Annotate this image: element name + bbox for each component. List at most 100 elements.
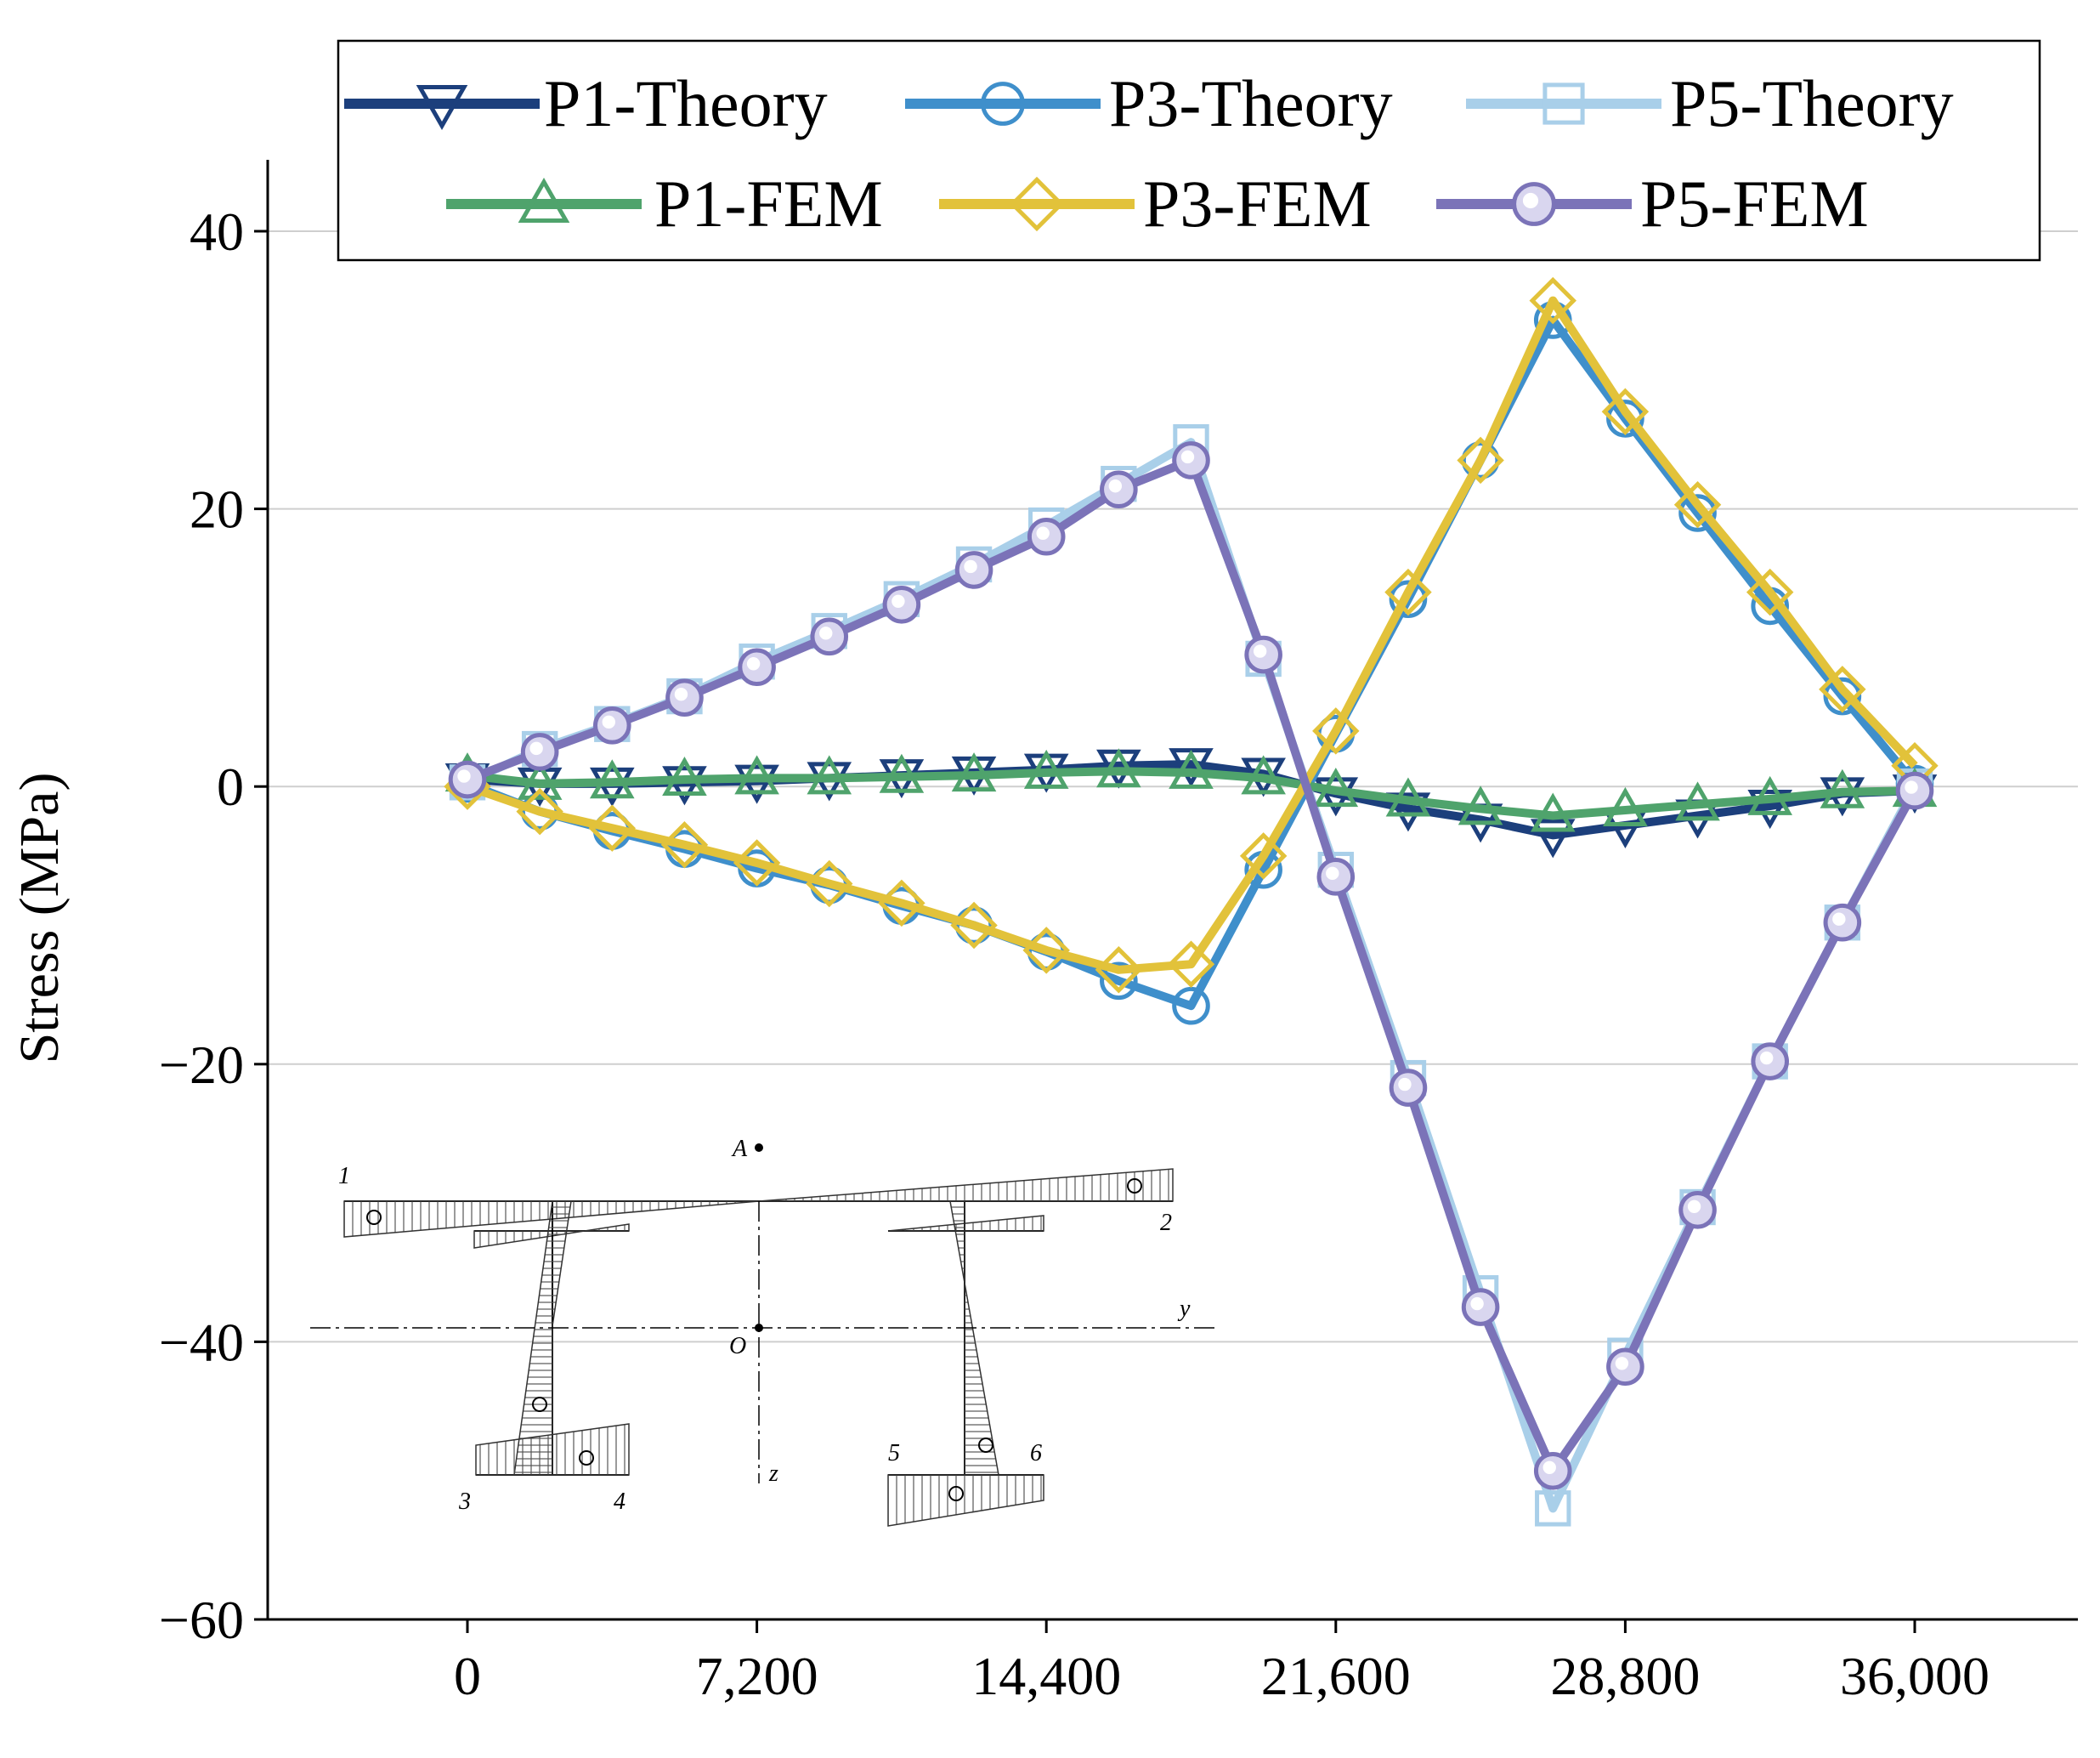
data-point [518, 177, 570, 223]
data-point [878, 879, 925, 927]
data-point [981, 82, 1025, 126]
marker-highlight [1036, 526, 1050, 540]
data-point [1384, 568, 1432, 616]
y-tick-label: −60 [159, 1590, 244, 1650]
data-point [1172, 986, 1210, 1025]
data-point [1535, 1490, 1571, 1527]
left-web-stress [513, 1200, 572, 1476]
y-tick-label: 40 [190, 201, 244, 262]
marker-highlight [1905, 780, 1918, 794]
data-point [1457, 436, 1504, 485]
data-point [1385, 792, 1431, 832]
y-tick-label: 0 [217, 757, 244, 817]
data-point [1461, 441, 1500, 479]
data-point [1458, 785, 1503, 825]
legend-item-p5-fem: P5-FEM [1436, 167, 1869, 241]
legend-label: P5-Theory [1670, 66, 1954, 140]
marker-highlight [1470, 1296, 1484, 1311]
data-point [1530, 819, 1576, 859]
legend-label: P3-FEM [1143, 167, 1372, 241]
right-top-flange-stress [887, 1215, 1044, 1232]
marker-highlight [1326, 866, 1339, 881]
data-point [1023, 749, 1069, 789]
inset-label-1: 1 [338, 1163, 350, 1189]
data-point [1096, 748, 1141, 788]
marker-highlight [964, 559, 977, 574]
data-point [1601, 388, 1650, 436]
data-point [951, 752, 997, 792]
marker-highlight [1542, 1460, 1556, 1474]
inset-label-3: 3 [458, 1489, 471, 1515]
data-point [807, 755, 852, 795]
y-tick-label: −20 [159, 1035, 244, 1095]
marker-highlight [602, 715, 615, 729]
series-line [465, 438, 1919, 1513]
data-point [1169, 749, 1214, 789]
data-point [1820, 768, 1865, 808]
right-bottom-flange-stress [887, 1474, 1044, 1527]
inset-label-4: 4 [614, 1489, 625, 1515]
marker-highlight [746, 657, 761, 671]
marker-highlight [674, 687, 688, 701]
data-point [416, 85, 468, 131]
right-web-stress [949, 1200, 999, 1476]
marker-highlight [1687, 1199, 1701, 1213]
data-point [662, 756, 707, 797]
inset-label-z: z [768, 1460, 778, 1487]
marker-highlight [1108, 479, 1123, 493]
legend-item-p1-theory: P1-Theory [344, 66, 828, 140]
legend-label: P1-FEM [654, 167, 883, 241]
y-tick-label: −40 [159, 1312, 244, 1372]
legend: P1-Theory P3-Theory P5-Theory P1-FEM P3-FEM P… [337, 39, 2041, 262]
series-layer [444, 276, 1939, 1527]
marker-highlight [1180, 450, 1195, 464]
data-point [1239, 832, 1288, 880]
data-point [1819, 666, 1866, 713]
inset-label-O: O [729, 1333, 746, 1359]
data-point [1673, 480, 1722, 529]
inset-label-5: 5 [888, 1440, 900, 1466]
marker-highlight [1832, 912, 1846, 926]
plus-marker [948, 1486, 964, 1501]
x-ticks: 0 7,200 14,400 21,600 28,800 36,000 [454, 1619, 1990, 1706]
data-point [1313, 768, 1359, 808]
data-point [950, 901, 998, 950]
x-tick-label: 36,000 [1840, 1646, 1990, 1706]
data-point [1823, 677, 1862, 716]
data-point [733, 839, 781, 887]
series-p5-theory [449, 424, 1933, 1527]
plus-marker [366, 1210, 382, 1225]
x-tick-label: 21,600 [1261, 1646, 1411, 1706]
data-point [1747, 790, 1793, 830]
marker-highlight [1760, 1051, 1774, 1065]
data-point [954, 906, 993, 944]
point-O [755, 1324, 763, 1332]
data-point [1241, 755, 1286, 795]
series-line [467, 767, 1916, 820]
data-point [1675, 781, 1720, 821]
marker-highlight [1615, 1357, 1629, 1370]
data-point [1606, 400, 1644, 438]
data-point [1009, 176, 1065, 232]
data-point [517, 760, 563, 800]
data-point [1529, 276, 1576, 325]
series-line [466, 296, 1918, 974]
data-point [806, 859, 853, 908]
plus-marker [978, 1438, 993, 1453]
series-p3-fem [444, 276, 1939, 994]
data-point [1603, 786, 1648, 826]
x-tick-label: 14,400 [971, 1646, 1121, 1706]
data-point [1312, 707, 1360, 755]
plus-marker [1127, 1178, 1142, 1194]
data-point [1022, 927, 1070, 974]
data-point [879, 753, 925, 793]
data-point [734, 755, 779, 795]
data-point [1389, 580, 1428, 619]
axes [266, 160, 2078, 1621]
legend-item-p1-fem: P1-FEM [446, 167, 883, 241]
series-p5-fem [448, 441, 1934, 1490]
marker-highlight [819, 627, 833, 640]
data-point [1095, 946, 1143, 994]
data-point [1385, 777, 1431, 817]
data-point [588, 804, 637, 852]
